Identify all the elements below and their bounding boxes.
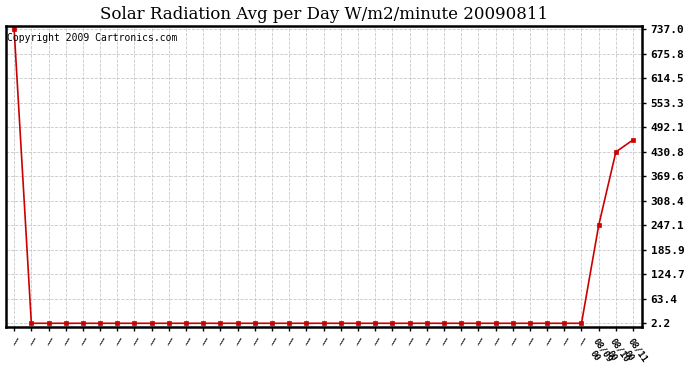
Title: Solar Radiation Avg per Day W/m2/minute 20090811: Solar Radiation Avg per Day W/m2/minute … bbox=[99, 6, 548, 22]
Text: Copyright 2009 Cartronics.com: Copyright 2009 Cartronics.com bbox=[7, 33, 177, 43]
